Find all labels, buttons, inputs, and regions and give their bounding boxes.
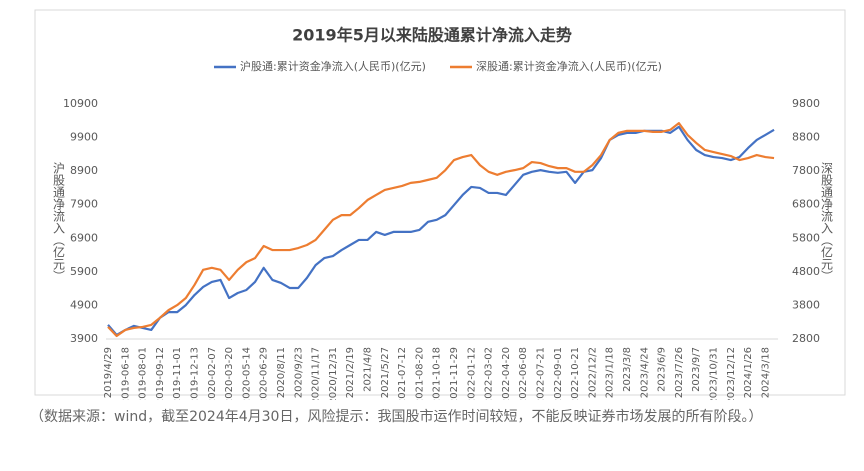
x-tick-label: 2022-03-02 bbox=[484, 347, 495, 400]
y-tick-label: 6900 bbox=[70, 231, 98, 244]
chart: 2019年5月以来陆股通累计净流入走势 沪股通净流入（亿元） 深股通净流入（亿元… bbox=[34, 9, 846, 400]
x-tick-label: 2019-06-18 bbox=[120, 347, 131, 400]
x-tick-label: 2020/12/31 bbox=[328, 347, 339, 400]
y2-tick-label: 6800 bbox=[792, 198, 820, 211]
y2-tick-label: 8800 bbox=[792, 131, 820, 144]
x-tick-label: 2022-06-08 bbox=[518, 347, 529, 400]
x-tick-label: 2020/8/11 bbox=[276, 347, 287, 398]
x-tick-label: 2023/9/7 bbox=[691, 347, 702, 392]
y2-axis-title: 深股通净流入（亿元） bbox=[820, 162, 834, 282]
y2-tick-label: 9800 bbox=[792, 97, 820, 110]
y2-tick-label: 2800 bbox=[792, 332, 820, 345]
x-tick-label: 2020-06-29 bbox=[259, 347, 270, 400]
x-tick-label: 2023/1/18 bbox=[605, 347, 616, 398]
y-axis-title: 沪股通净流入（亿元） bbox=[52, 162, 66, 282]
x-tick-label: 2021/4/8 bbox=[363, 347, 374, 392]
x-tick-label: 2020-05-14 bbox=[241, 347, 252, 400]
legend-label: 深股通:累计资金净流入(人民币)(亿元) bbox=[476, 59, 662, 73]
x-tick-label: 2022-10-21 bbox=[570, 347, 581, 400]
x-tick-label: 2023/7/26 bbox=[674, 347, 685, 398]
x-tick-label: 2021-10-18 bbox=[432, 347, 443, 400]
x-tick-label: 2021/2/19 bbox=[345, 347, 356, 398]
x-tick-label: 2019-09-12 bbox=[155, 347, 166, 400]
x-tick-label: 2021-08-20 bbox=[414, 347, 425, 400]
x-tick-label: 2022-07-21 bbox=[536, 347, 547, 400]
x-tick-label: 2023/4/24 bbox=[639, 347, 650, 398]
x-tick-label: 2019-08-01 bbox=[138, 347, 149, 400]
x-tick-label: 2021/5/27 bbox=[380, 347, 391, 398]
x-tick-label: 2022-01-12 bbox=[466, 347, 477, 400]
x-tick-label: 2023/6/9 bbox=[657, 347, 668, 392]
y-tick-label: 5900 bbox=[70, 265, 98, 278]
chart-title: 2019年5月以来陆股通累计净流入走势 bbox=[292, 26, 572, 45]
x-tick-label: 2019-11-01 bbox=[172, 347, 183, 400]
x-tick-label: 2022/12/2 bbox=[587, 347, 598, 398]
y-tick-label: 10900 bbox=[63, 97, 98, 110]
x-tick-label: 2020-03-20 bbox=[224, 347, 235, 400]
chart-frame bbox=[34, 9, 846, 396]
footnote: （数据来源：wind，截至2024年4月30日，风险提示：我国股市运作时间较短，… bbox=[30, 409, 763, 425]
x-tick-label: 2020/11/17 bbox=[311, 347, 322, 400]
x-tick-label: 2024/1/26 bbox=[743, 347, 754, 398]
x-tick-label: 2020-02-07 bbox=[207, 347, 218, 400]
series-line bbox=[107, 122, 775, 338]
x-tick-label: 2021-11-29 bbox=[449, 347, 460, 400]
x-tick-label: 2023/10/31 bbox=[709, 347, 720, 400]
y-tick-label: 4900 bbox=[70, 298, 98, 311]
y2-tick-label: 7800 bbox=[792, 164, 820, 177]
x-tick-label: 2021-07-12 bbox=[397, 347, 408, 400]
y-tick-label: 7900 bbox=[70, 198, 98, 211]
x-tick-label: 2024/3/18 bbox=[760, 347, 771, 398]
x-tick-label: 2022-04-20 bbox=[501, 347, 512, 400]
y-tick-label: 8900 bbox=[70, 164, 98, 177]
x-tick-label: 2020/9/23 bbox=[293, 347, 304, 398]
y2-tick-label: 3800 bbox=[792, 298, 820, 311]
x-tick-label: 2019/4/29 bbox=[103, 347, 114, 398]
y-tick-label: 3900 bbox=[70, 332, 98, 345]
y2-tick-label: 4800 bbox=[792, 265, 820, 278]
x-tick-label: 2022-09-01 bbox=[553, 347, 564, 400]
x-tick-label: 2023/3/8 bbox=[622, 347, 633, 392]
y-tick-label: 9900 bbox=[70, 131, 98, 144]
x-tick-label: 2023/12/12 bbox=[726, 347, 737, 400]
y2-tick-label: 5800 bbox=[792, 231, 820, 244]
legend-label: 沪股通:累计资金净流入(人民币)(亿元) bbox=[240, 59, 426, 73]
x-tick-label: 2019-12-13 bbox=[190, 347, 201, 400]
